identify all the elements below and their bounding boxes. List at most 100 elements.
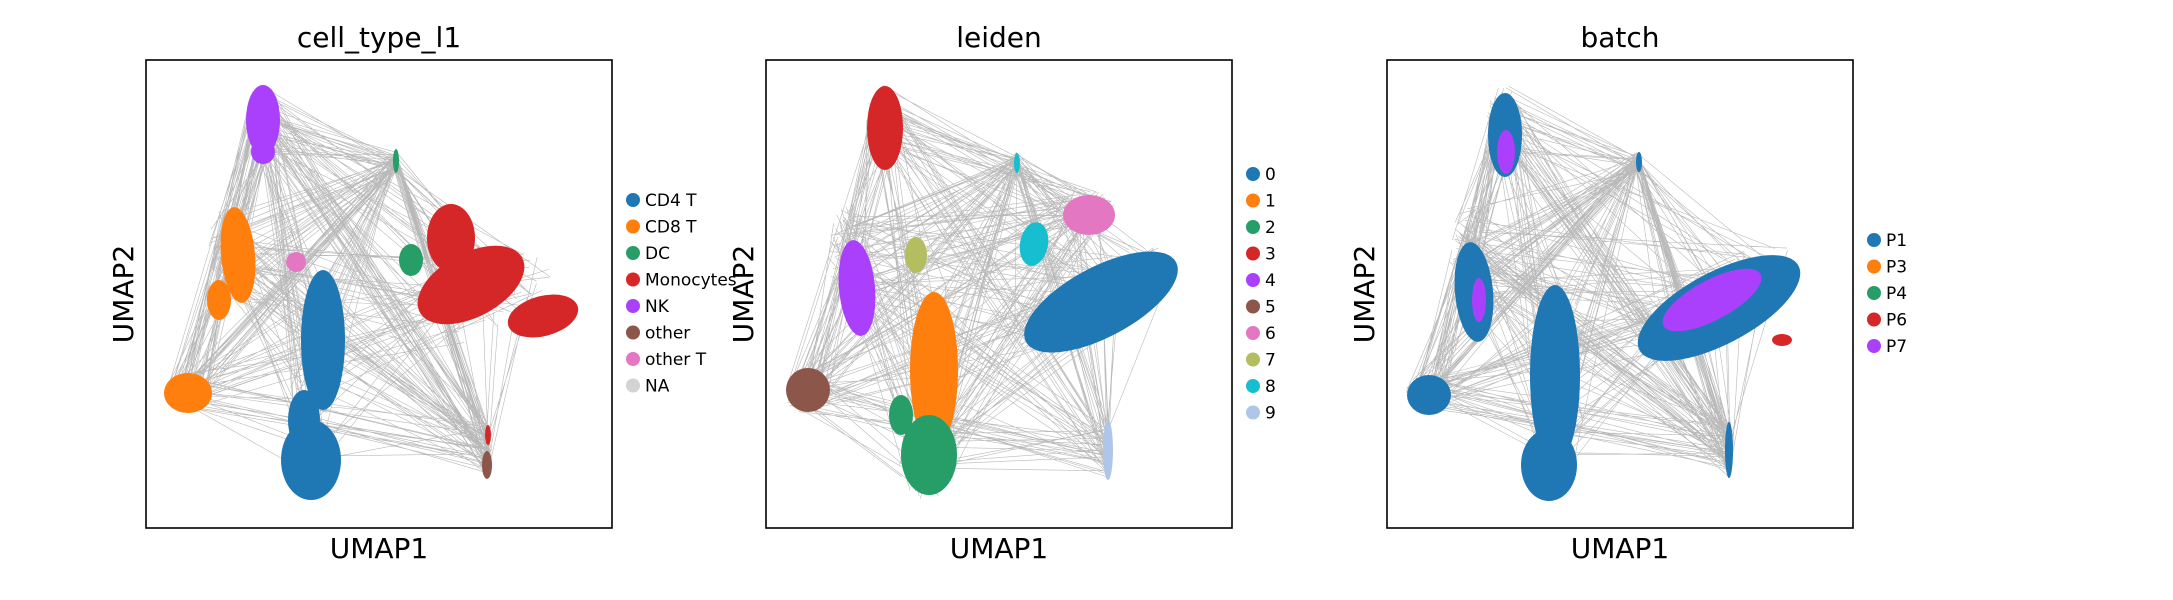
legend-label: 8 <box>1265 377 1276 397</box>
y-axis-label: UMAP2 <box>1348 245 1381 344</box>
legend-marker <box>626 272 640 287</box>
legend-marker <box>1246 405 1260 420</box>
cluster-5 <box>786 368 830 412</box>
cluster-dc <box>393 149 399 173</box>
legend-marker <box>626 219 640 234</box>
panel-title: batch <box>1580 21 1659 54</box>
cluster-1 <box>910 292 958 448</box>
cluster-p7 <box>1497 130 1515 174</box>
y-axis-label: UMAP2 <box>727 245 760 344</box>
legend-marker <box>1867 233 1881 247</box>
legend-label: NA <box>645 377 670 397</box>
panel-batch: batch UMAP1 UMAP2 P1 P3 P4 P6 P7 <box>1348 21 1907 565</box>
legend-label: P3 <box>1886 258 1907 278</box>
cluster-p1 <box>1725 422 1733 478</box>
legend-label: P7 <box>1886 337 1907 357</box>
legend-marker <box>626 193 640 207</box>
cluster-8 <box>1019 222 1049 266</box>
cluster-9 <box>1103 420 1113 480</box>
legend: 0 1 2 3 4 5 6 7 8 9 <box>1246 165 1276 424</box>
cluster-p1 <box>1636 152 1642 172</box>
legend-marker <box>626 325 640 340</box>
cluster-7 <box>905 237 927 273</box>
cluster-cd8-t <box>220 207 256 303</box>
legend-marker <box>626 299 640 313</box>
cluster-dc <box>399 244 423 276</box>
cluster-8 <box>1014 153 1020 173</box>
legend-marker <box>626 352 640 366</box>
cluster-cd8-t <box>164 373 212 413</box>
cluster-p7 <box>1472 278 1486 322</box>
legend-marker <box>1867 339 1881 353</box>
legend-label: other T <box>645 350 707 370</box>
cluster-monocytes <box>507 294 579 338</box>
cluster-6 <box>1063 195 1115 235</box>
legend-label: 9 <box>1265 404 1276 424</box>
cluster-3 <box>867 86 903 170</box>
cluster-2 <box>889 395 913 435</box>
legend-marker <box>1867 286 1881 300</box>
legend-label: 5 <box>1265 298 1276 318</box>
legend-label: DC <box>645 244 670 264</box>
cluster-cd4-t <box>301 270 345 410</box>
cluster-0 <box>1024 251 1178 353</box>
legend: P1 P3 P4 P6 P7 <box>1867 231 1907 357</box>
legend-marker <box>1246 379 1260 393</box>
legend-marker <box>1246 273 1260 287</box>
panel-title: cell_type_l1 <box>297 21 461 54</box>
cell-clusters <box>164 85 579 500</box>
legend-label: other <box>645 324 690 344</box>
legend-marker <box>626 378 640 393</box>
cluster-cd4-t <box>288 390 320 450</box>
cluster-nk <box>246 85 280 155</box>
legend-marker <box>1246 246 1260 261</box>
legend-label: 3 <box>1265 245 1276 265</box>
cluster-nk <box>251 140 275 164</box>
x-axis-label: UMAP1 <box>1571 532 1670 565</box>
legend-marker <box>1246 167 1260 181</box>
plot-frame <box>145 59 613 529</box>
legend-marker <box>626 246 640 260</box>
plot-frame <box>765 59 1233 529</box>
cluster-other-t <box>286 252 306 272</box>
cluster-p1 <box>1530 285 1580 465</box>
cluster-p1 <box>1521 429 1577 501</box>
legend-label: P4 <box>1886 284 1907 304</box>
x-axis-label: UMAP1 <box>330 532 429 565</box>
cluster-p1 <box>1407 375 1451 415</box>
plot-frame <box>1386 59 1854 529</box>
legend-marker <box>1246 299 1260 314</box>
legend-label: Monocytes <box>645 271 737 291</box>
x-axis-label: UMAP1 <box>950 532 1049 565</box>
cluster-monocytes <box>427 204 475 272</box>
y-axis-label: UMAP2 <box>107 245 140 344</box>
cluster-p6 <box>1772 334 1792 346</box>
cluster-other <box>482 451 492 479</box>
legend-marker <box>1246 220 1260 234</box>
legend-label: 6 <box>1265 324 1276 344</box>
cluster-4 <box>838 240 876 336</box>
legend-marker <box>1867 312 1881 327</box>
panel-cell-type-l1: cell_type_l1 UMAP1 UMAP2 CD4 T CD8 T DC Mon… <box>107 21 737 565</box>
legend-label: 2 <box>1265 218 1276 238</box>
legend-label: 7 <box>1265 351 1276 371</box>
panel-leiden: leiden UMAP1 UMAP2 0 1 2 3 4 5 6 7 8 9 <box>727 21 1276 565</box>
legend-label: 1 <box>1265 192 1276 212</box>
legend: CD4 T CD8 T DC Monocytes NK other other T NA <box>626 191 737 397</box>
cluster-monocytes <box>485 425 491 445</box>
cell-clusters <box>1407 93 1801 501</box>
cell-clusters <box>786 86 1178 495</box>
cluster-cd8-t <box>207 280 231 320</box>
cluster-p7 <box>1662 268 1762 332</box>
cluster-2 <box>901 415 957 495</box>
legend-label: NK <box>645 297 670 317</box>
legend-label: P1 <box>1886 231 1907 251</box>
panel-title: leiden <box>956 21 1042 54</box>
legend-marker <box>1867 259 1881 274</box>
legend-marker <box>1246 193 1260 208</box>
legend-label: 0 <box>1265 165 1276 185</box>
legend-marker <box>1246 352 1260 367</box>
legend-label: CD8 T <box>645 218 697 238</box>
legend-label: P6 <box>1886 311 1907 331</box>
